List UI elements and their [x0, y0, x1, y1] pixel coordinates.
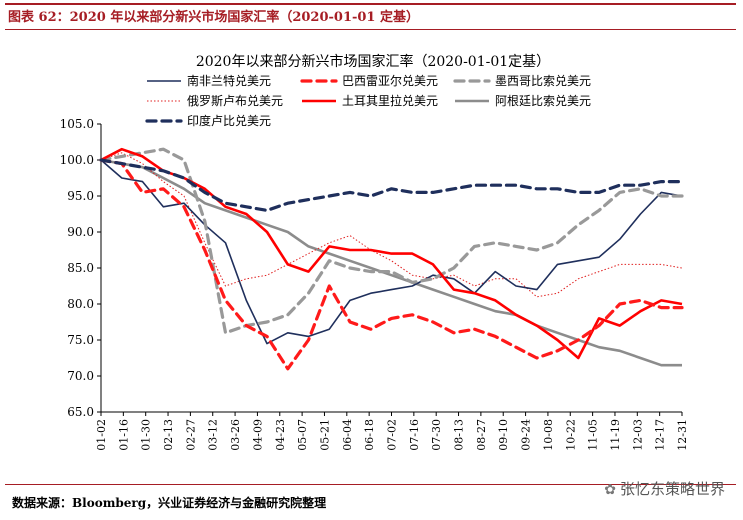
x-tick-label: 05-07: [296, 419, 309, 451]
x-tick-label: 11-05: [587, 419, 600, 451]
x-tick-label: 06-04: [341, 419, 354, 451]
x-axis: 01-02 01-16 01-30 02-13 02-27 03-12 03-26 04-09…: [95, 411, 689, 451]
x-tick-label: 11-19: [609, 419, 622, 451]
series-line-1: [99, 158, 684, 371]
x-tick-label: 10-22: [564, 419, 577, 451]
chart-title: 2020年以来部分新兴市场国家汇率（2020-01-01定基）: [196, 53, 550, 70]
x-tick-label: 02-13: [162, 419, 175, 451]
y-tick-label: 70.0: [67, 369, 94, 383]
x-tick-label: 12-31: [676, 419, 689, 451]
x-tick-label: 07-02: [386, 419, 399, 451]
exchange-rate-chart: 2020年以来部分新兴市场国家汇率（2020-01-01定基） 南非兰特兑美元 巴…: [60, 53, 689, 451]
x-tick-label: 01-16: [117, 419, 130, 451]
title-rule: [5, 29, 736, 30]
legend-label: 巴西雷亚尔兑美元: [342, 73, 438, 88]
y-tick-label: 105.0: [60, 117, 94, 131]
top-rule: [5, 3, 736, 5]
x-tick-label: 04-23: [274, 419, 287, 451]
legend-label: 印度卢比兑美元: [187, 113, 271, 128]
y-tick-label: 100.0: [60, 153, 94, 167]
y-tick-label: 85.0: [67, 261, 94, 275]
x-tick-label: 01-30: [140, 419, 153, 451]
series-line-4: [100, 147, 683, 360]
x-tick-label: 04-09: [251, 419, 264, 451]
x-tick-label: 02-27: [184, 419, 197, 451]
x-tick-label: 07-30: [430, 419, 443, 451]
legend-label: 南非兰特兑美元: [187, 73, 271, 88]
x-tick-label: 05-21: [318, 419, 331, 451]
x-tick-label: 09-10: [497, 419, 510, 451]
series-line-2: [99, 147, 684, 335]
y-axis: 105.0 100.0 95.0 90.0 85.0 80.0 75.0 70.0 65.0: [60, 117, 102, 419]
x-tick-label: 03-26: [229, 419, 242, 451]
x-tick-label: 06-18: [363, 419, 376, 451]
x-tick-label: 07-16: [408, 419, 421, 451]
x-tick-label: 08-27: [475, 419, 488, 451]
x-tick-label: 03-12: [207, 419, 220, 451]
legend-label: 俄罗斯卢布兑美元: [187, 93, 283, 108]
data-source: 数据来源：Bloomberg，兴业证券经济与金融研究院整理: [12, 496, 327, 510]
x-tick-label: 01-02: [95, 419, 108, 451]
series-line-0: [100, 159, 683, 345]
series-line-5: [100, 158, 682, 367]
x-tick-label: 10-08: [542, 419, 555, 451]
watermark: ✿ 张忆东策略世界: [604, 478, 725, 499]
x-tick-label: 08-13: [453, 419, 466, 451]
x-tick-label: 12-17: [654, 419, 667, 451]
legend-label: 土耳其里拉兑美元: [342, 93, 438, 108]
x-tick-label: 12-03: [631, 419, 644, 451]
legend-label: 阿根廷比索兑美元: [495, 94, 591, 108]
figure-title: 图表 62：2020 年以来部分新兴市场国家汇率（2020-01-01 定基）: [8, 10, 420, 25]
x-tick-label: 09-24: [520, 419, 533, 451]
y-tick-label: 95.0: [67, 189, 94, 203]
series-line-3: [100, 152, 683, 298]
y-tick-label: 75.0: [67, 333, 94, 347]
y-tick-label: 65.0: [67, 405, 94, 419]
legend-label: 墨西哥比索兑美元: [495, 74, 591, 88]
series-line-6: [99, 158, 684, 212]
plot-lines: [99, 147, 684, 371]
bottom-rule: [5, 484, 736, 485]
watermark-text: 张忆东策略世界: [619, 480, 725, 498]
wechat-icon: ✿: [604, 482, 616, 498]
y-tick-label: 90.0: [67, 225, 94, 239]
y-tick-label: 80.0: [67, 297, 94, 311]
